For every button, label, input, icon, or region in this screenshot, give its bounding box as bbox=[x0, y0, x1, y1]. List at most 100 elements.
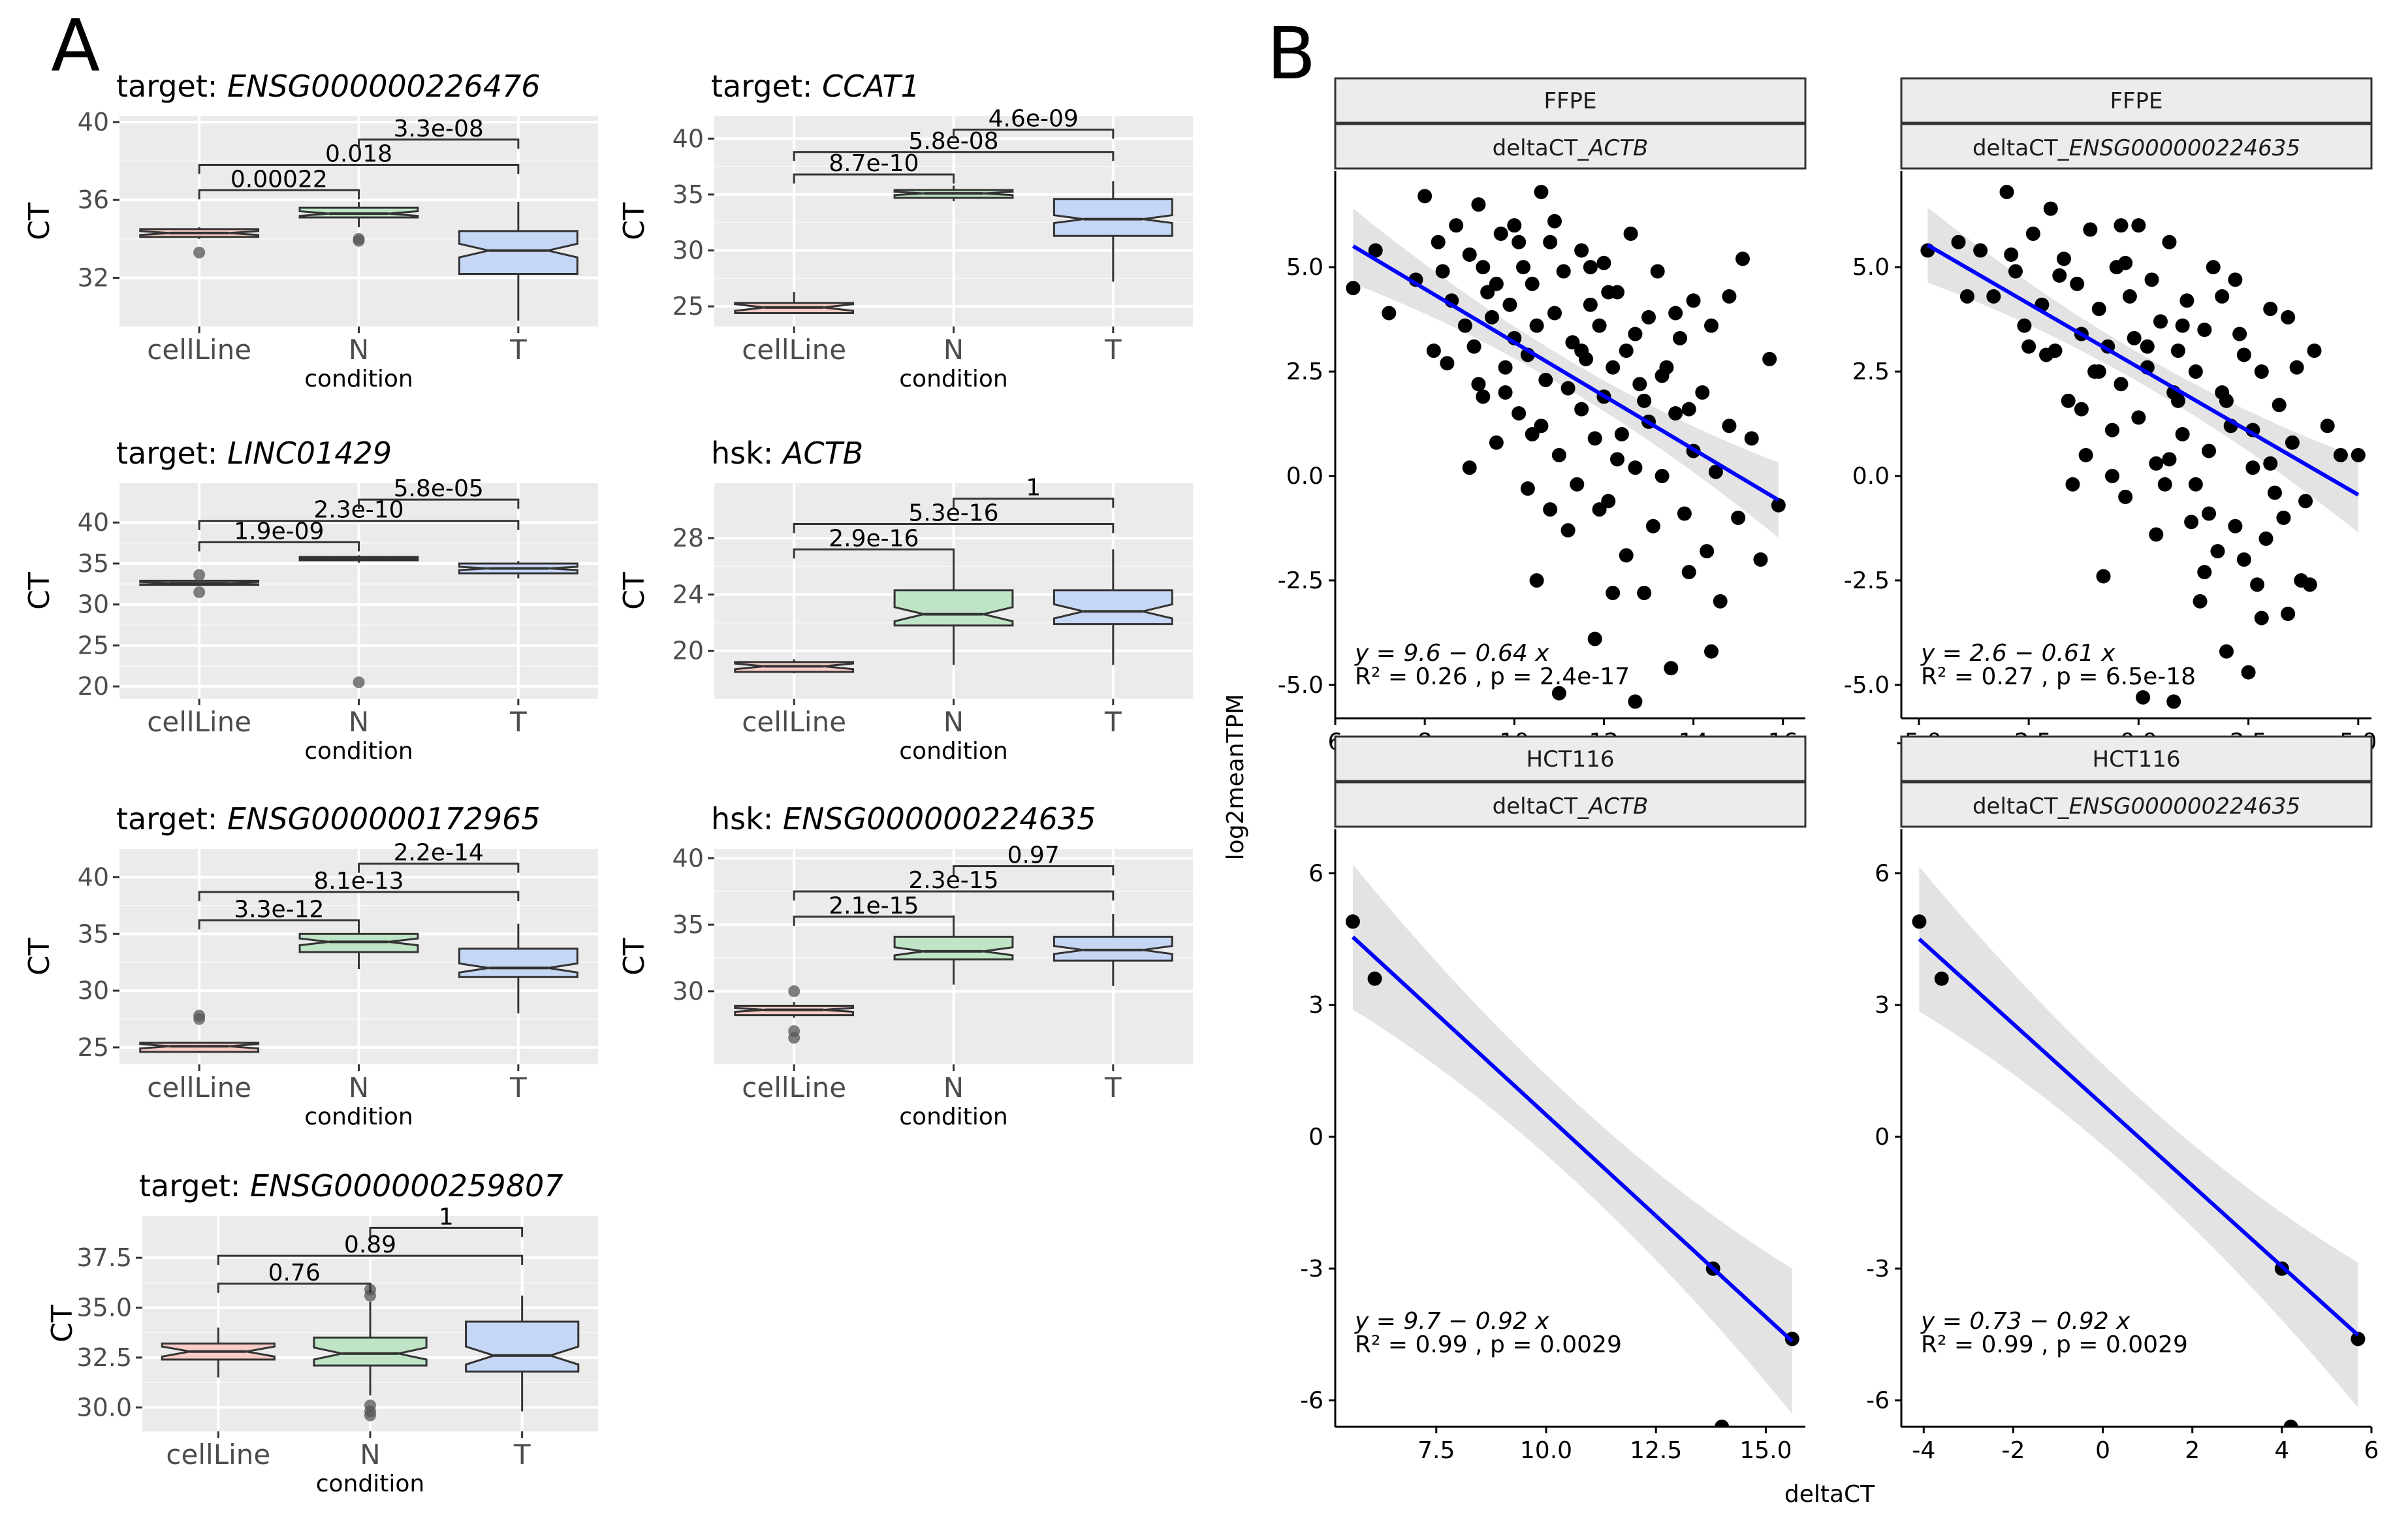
panel-label-a: A bbox=[51, 4, 100, 88]
panel-b-xlabel: deltaCT bbox=[1784, 1481, 1875, 1508]
data-point bbox=[1476, 389, 1491, 404]
box bbox=[1053, 935, 1173, 962]
significance-bracket bbox=[793, 173, 955, 184]
data-point bbox=[2091, 302, 2106, 317]
p-value-label: 2.1e-15 bbox=[829, 893, 919, 919]
data-point bbox=[1462, 247, 1477, 262]
data-point bbox=[1753, 552, 1768, 567]
regression-equation: y = 9.7 − 0.92 x bbox=[1354, 1308, 1549, 1335]
data-point bbox=[2307, 343, 2322, 358]
outlier-point bbox=[364, 1290, 376, 1302]
y-tick-label: 3 bbox=[1308, 992, 1323, 1019]
box bbox=[465, 1320, 580, 1373]
data-point bbox=[2017, 318, 2032, 333]
y-tick-label: 25 bbox=[673, 292, 704, 321]
data-point bbox=[2140, 339, 2155, 354]
data-point bbox=[1695, 385, 1710, 400]
y-tick-label: 20 bbox=[673, 637, 704, 665]
plot-area bbox=[1920, 184, 2366, 709]
x-axis-title: condition bbox=[304, 738, 413, 765]
facet-strip-label: deltaCT_ACTB bbox=[1493, 135, 1649, 161]
data-point bbox=[1731, 510, 1746, 525]
y-tick-label: 40 bbox=[78, 863, 109, 891]
p-value-label: 2.9e-16 bbox=[829, 525, 919, 552]
data-point bbox=[1655, 468, 1670, 483]
x-axis-title: condition bbox=[304, 1104, 413, 1130]
y-tick-label: 28 bbox=[673, 524, 704, 552]
data-point bbox=[1457, 318, 1472, 333]
data-point bbox=[1637, 586, 1652, 601]
data-point bbox=[1547, 306, 1562, 321]
y-tick-label: -6 bbox=[1300, 1388, 1323, 1414]
data-point bbox=[1592, 318, 1607, 333]
data-point bbox=[2056, 251, 2071, 266]
data-point bbox=[2070, 276, 2085, 291]
data-point bbox=[1507, 218, 1522, 233]
box bbox=[1053, 589, 1173, 626]
data-point bbox=[2351, 1331, 2366, 1346]
outlier-point bbox=[353, 234, 365, 247]
data-point bbox=[2162, 452, 2177, 467]
data-point bbox=[2281, 310, 2296, 325]
data-point bbox=[1485, 310, 1499, 325]
data-point bbox=[2258, 531, 2273, 546]
data-point bbox=[2197, 323, 2212, 338]
y-tick-label: 24 bbox=[673, 580, 704, 609]
x-tick-label: 10.0 bbox=[1520, 1437, 1572, 1464]
significance-bracket bbox=[953, 129, 1115, 139]
data-point bbox=[1560, 381, 1576, 396]
strip-gene: ACTB bbox=[1587, 793, 1648, 820]
data-point bbox=[2157, 477, 2172, 492]
data-point bbox=[2254, 611, 2269, 626]
data-point bbox=[2228, 272, 2243, 287]
data-point bbox=[1673, 330, 1687, 345]
p-value-label: 1 bbox=[1026, 475, 1041, 501]
data-point bbox=[2281, 607, 2296, 622]
data-point bbox=[1934, 971, 1949, 986]
data-point bbox=[1489, 276, 1504, 291]
regression-equation: y = 0.73 − 0.92 x bbox=[1920, 1308, 2131, 1335]
data-point bbox=[2039, 347, 2054, 362]
y-tick-label: 35.0 bbox=[76, 1294, 132, 1322]
data-point bbox=[1520, 481, 1535, 496]
data-point bbox=[2175, 427, 2190, 442]
data-point bbox=[2245, 460, 2260, 475]
strip-prefix: deltaCT_ bbox=[1493, 793, 1590, 820]
y-tick-label: 30 bbox=[673, 977, 704, 1006]
facet-strip bbox=[1900, 77, 2373, 124]
regression-line bbox=[1918, 937, 2360, 1337]
data-point bbox=[2351, 447, 2366, 462]
data-point bbox=[1574, 243, 1589, 258]
box bbox=[458, 230, 578, 275]
significance-bracket bbox=[369, 1226, 524, 1237]
data-point bbox=[1610, 452, 1624, 467]
data-point bbox=[2263, 302, 2278, 317]
x-tick-label: T bbox=[513, 1439, 531, 1471]
data-point bbox=[1512, 234, 1527, 249]
data-point bbox=[1722, 289, 1737, 304]
x-axis-title: condition bbox=[899, 366, 1007, 392]
data-point bbox=[1435, 264, 1450, 279]
data-point bbox=[1735, 251, 1750, 266]
x-tick-label: 2 bbox=[2185, 1437, 2200, 1464]
significance-bracket bbox=[953, 865, 1115, 876]
data-point bbox=[1346, 281, 1361, 296]
significance-bracket bbox=[793, 548, 955, 559]
outlier-point bbox=[364, 1409, 376, 1422]
data-point bbox=[2127, 330, 2142, 345]
y-tick-label: 5.0 bbox=[1852, 254, 1890, 281]
data-point bbox=[1449, 218, 1464, 233]
title-prefix: target: bbox=[116, 801, 227, 836]
significance-bracket bbox=[793, 890, 1115, 901]
data-point bbox=[1668, 406, 1683, 421]
data-point bbox=[2118, 489, 2133, 504]
data-point bbox=[1650, 264, 1665, 279]
significance-bracket bbox=[198, 189, 360, 200]
data-point bbox=[2236, 552, 2251, 567]
x-tick-label: 0 bbox=[2095, 1437, 2110, 1464]
data-point bbox=[1462, 460, 1477, 475]
